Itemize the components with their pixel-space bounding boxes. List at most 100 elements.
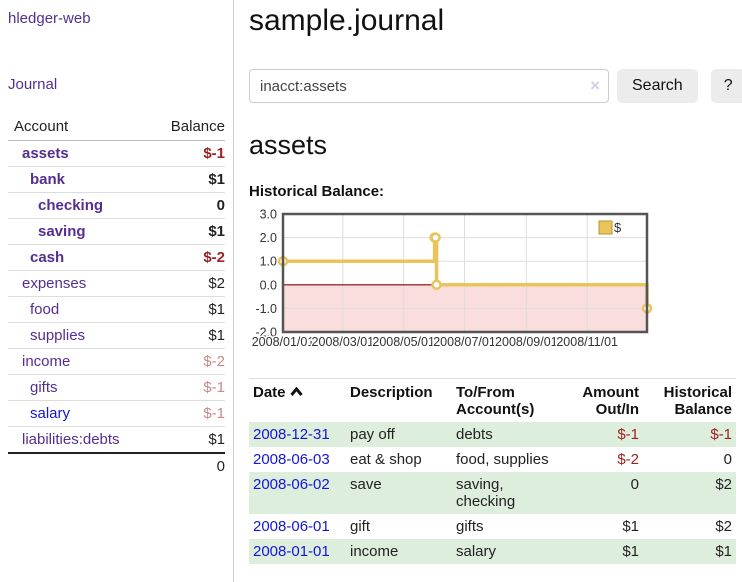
- account-title: assets: [249, 130, 328, 160]
- register-header-amount[interactable]: Amount Out/In: [582, 384, 639, 418]
- transaction-accounts: gifts: [456, 518, 484, 535]
- account-row: salary $-1: [8, 400, 225, 427]
- help-button[interactable]: ?: [710, 69, 742, 103]
- account-row: checking 0: [8, 192, 225, 219]
- register-header-date[interactable]: Date: [249, 379, 346, 423]
- account-row: saving $1: [8, 218, 225, 245]
- account-link-liabilities-debts[interactable]: liabilities:debts: [22, 431, 120, 448]
- search-input-wrap: ×: [249, 69, 609, 103]
- page-title: sample.journal: [249, 4, 445, 37]
- transaction-date-link[interactable]: 2008-01-01: [253, 543, 330, 560]
- transaction-accounts: debts: [456, 426, 493, 443]
- svg-text:-2.0: -2.0: [255, 326, 277, 340]
- svg-text:1.0: 1.0: [260, 255, 277, 269]
- accounts-table: Account Balance assets $-1 bank $1 checking 0…: [8, 114, 225, 479]
- clear-search-icon[interactable]: ×: [590, 76, 600, 95]
- sidebar: hledger-web Journal Account Balance asse…: [0, 0, 234, 582]
- transaction-description: pay off: [350, 426, 395, 443]
- account-link-assets[interactable]: assets: [22, 145, 69, 162]
- transaction-description: eat & shop: [350, 451, 422, 468]
- account-link-income[interactable]: income: [22, 353, 71, 370]
- account-link-food[interactable]: food: [30, 301, 60, 318]
- sidebar-item-journal[interactable]: Journal: [8, 76, 58, 93]
- account-row: bank $1: [8, 166, 225, 193]
- transaction-date-link[interactable]: 2008-06-03: [253, 451, 330, 468]
- svg-text:2008/11/01: 2008/11/01: [556, 335, 618, 349]
- account-balance: $1: [148, 322, 225, 349]
- balance-chart-svg: $3.0 2.0 1.0 0.0 -1.0 -2.02008/01/012008/03/0…: [250, 208, 653, 351]
- svg-text:2008/07/01: 2008/07/01: [433, 335, 496, 349]
- transaction-balance: $2: [715, 476, 732, 493]
- account-row: food $1: [8, 296, 225, 323]
- account-balance: $1: [148, 296, 225, 323]
- transaction-balance: $-1: [710, 426, 732, 443]
- account-row: assets $-1: [8, 141, 225, 167]
- svg-text:2008/05/01: 2008/05/01: [372, 335, 435, 349]
- transaction-amount: 0: [630, 476, 639, 493]
- transaction-balance: 0: [723, 451, 732, 468]
- transaction-accounts: saving, checking: [456, 476, 516, 510]
- account-balance: $1: [148, 218, 225, 245]
- account-row: cash $-2: [8, 244, 225, 271]
- transaction-accounts: salary: [456, 543, 497, 560]
- svg-text:2008/01/01: 2008/01/01: [252, 335, 315, 349]
- historical-balance-chart: $3.0 2.0 1.0 0.0 -1.0 -2.0 2008/01/01 2008/03/0…: [249, 208, 742, 362]
- account-link-gifts[interactable]: gifts: [30, 379, 58, 396]
- account-link-checking[interactable]: checking: [38, 197, 104, 214]
- search-input[interactable]: [249, 69, 609, 103]
- svg-text:2008/09/01: 2008/09/01: [495, 335, 558, 349]
- account-balance: $2: [148, 270, 225, 297]
- svg-text:2.0: 2.0: [260, 231, 277, 245]
- account-balance: $-2: [148, 244, 225, 271]
- main-content: sample.journal × Search ? assets Histori…: [234, 0, 742, 582]
- account-row: expenses $2: [8, 270, 225, 297]
- transaction-date-link[interactable]: 2008-06-02: [253, 476, 330, 493]
- transaction-balance: $1: [715, 543, 732, 560]
- account-row: gifts $-1: [8, 374, 225, 401]
- transaction-date-link[interactable]: 2008-06-01: [253, 518, 330, 535]
- transaction-description: gift: [350, 518, 371, 535]
- accounts-total-value: 0: [148, 452, 225, 479]
- sort-asc-icon: [289, 384, 303, 401]
- register-header-balance[interactable]: Historical Balance: [663, 384, 732, 418]
- accounts-header-account: Account: [8, 114, 149, 141]
- transaction-date-link[interactable]: 2008-12-31: [253, 426, 330, 443]
- register-header-accounts[interactable]: To/From Account(s): [456, 384, 535, 418]
- search-form: × Search ?: [249, 69, 742, 103]
- chart-label: Historical Balance:: [249, 183, 385, 200]
- account-link-supplies[interactable]: supplies: [30, 327, 86, 344]
- account-row: income $-2: [8, 348, 225, 375]
- account-balance: $1: [148, 166, 225, 193]
- account-balance: $-2: [148, 348, 225, 375]
- svg-text:$: $: [614, 220, 622, 235]
- search-button[interactable]: Search: [617, 69, 698, 103]
- svg-text:0.0: 0.0: [260, 278, 277, 292]
- transaction-amount: $1: [622, 518, 639, 535]
- transaction-description: save: [350, 476, 382, 493]
- register-row: 2008-06-01 gift gifts $1 $2: [249, 514, 736, 539]
- account-link-bank[interactable]: bank: [30, 171, 66, 188]
- app-title-link[interactable]: hledger-web: [8, 10, 91, 27]
- account-row: liabilities:debts $1: [8, 426, 225, 453]
- svg-text:3.0: 3.0: [260, 208, 277, 222]
- accounts-total-row: 0: [8, 452, 225, 479]
- transaction-balance: $2: [715, 518, 732, 535]
- register-header-description[interactable]: Description: [350, 384, 433, 401]
- register-row: 2008-01-01 income salary $1 $1: [249, 539, 736, 564]
- accounts-header-balance: Balance: [148, 114, 225, 141]
- account-row: supplies $1: [8, 322, 225, 349]
- svg-text:2008/03/01: 2008/03/01: [312, 335, 375, 349]
- account-link-cash[interactable]: cash: [30, 249, 65, 266]
- transaction-amount: $1: [622, 543, 639, 560]
- account-balance: $1: [148, 426, 225, 453]
- register-table: Date Description To/From Account(s) Amou…: [249, 378, 736, 564]
- account-link-expenses[interactable]: expenses: [22, 275, 87, 292]
- account-link-salary[interactable]: salary: [30, 405, 71, 422]
- register-row: 2008-12-31 pay off debts $-1 $-1: [249, 422, 736, 447]
- account-link-saving[interactable]: saving: [38, 223, 86, 240]
- account-balance: $-1: [148, 400, 225, 427]
- transaction-amount: $-1: [617, 426, 639, 443]
- account-balance: $-1: [203, 145, 225, 162]
- transaction-amount: $-2: [617, 451, 639, 468]
